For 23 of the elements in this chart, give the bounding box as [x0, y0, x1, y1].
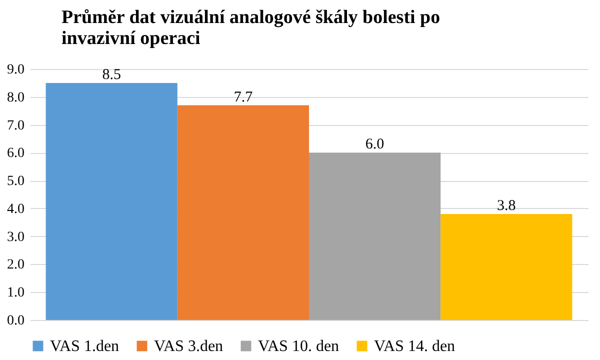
y-tick-label: 0.0 [7, 314, 24, 328]
y-tick-label: 7.0 [7, 118, 24, 134]
chart-title: Průměr dat vizuální analogové škály bolesti po invazivní operaci [62, 7, 440, 49]
legend-label: VAS 10. den [258, 338, 340, 355]
legend-label: VAS 1.den [50, 338, 120, 355]
y-tick-label: 4.0 [7, 202, 24, 217]
text: 7.7 [234, 89, 253, 106]
y-tick-label: 2.0 [7, 258, 24, 273]
y-tick-label: 6.0 [7, 146, 24, 162]
y-tick-label: 1.0 [7, 286, 24, 301]
y-tick-label: 9.0 [7, 62, 24, 78]
y-tick-label: 3.0 [7, 230, 24, 245]
text: 8.5 [102, 66, 121, 83]
bar [177, 105, 309, 320]
y-tick-label: 5.0 [7, 174, 24, 190]
y-tick-label: 8.0 [7, 90, 24, 106]
bar [309, 152, 441, 320]
text: 6.0 [365, 136, 384, 153]
legend-label: VAS 14. den [374, 338, 456, 355]
bar [440, 214, 572, 320]
legend-label: VAS 3.den [154, 338, 224, 355]
bar [46, 82, 178, 320]
text: 3.8 [497, 198, 516, 214]
